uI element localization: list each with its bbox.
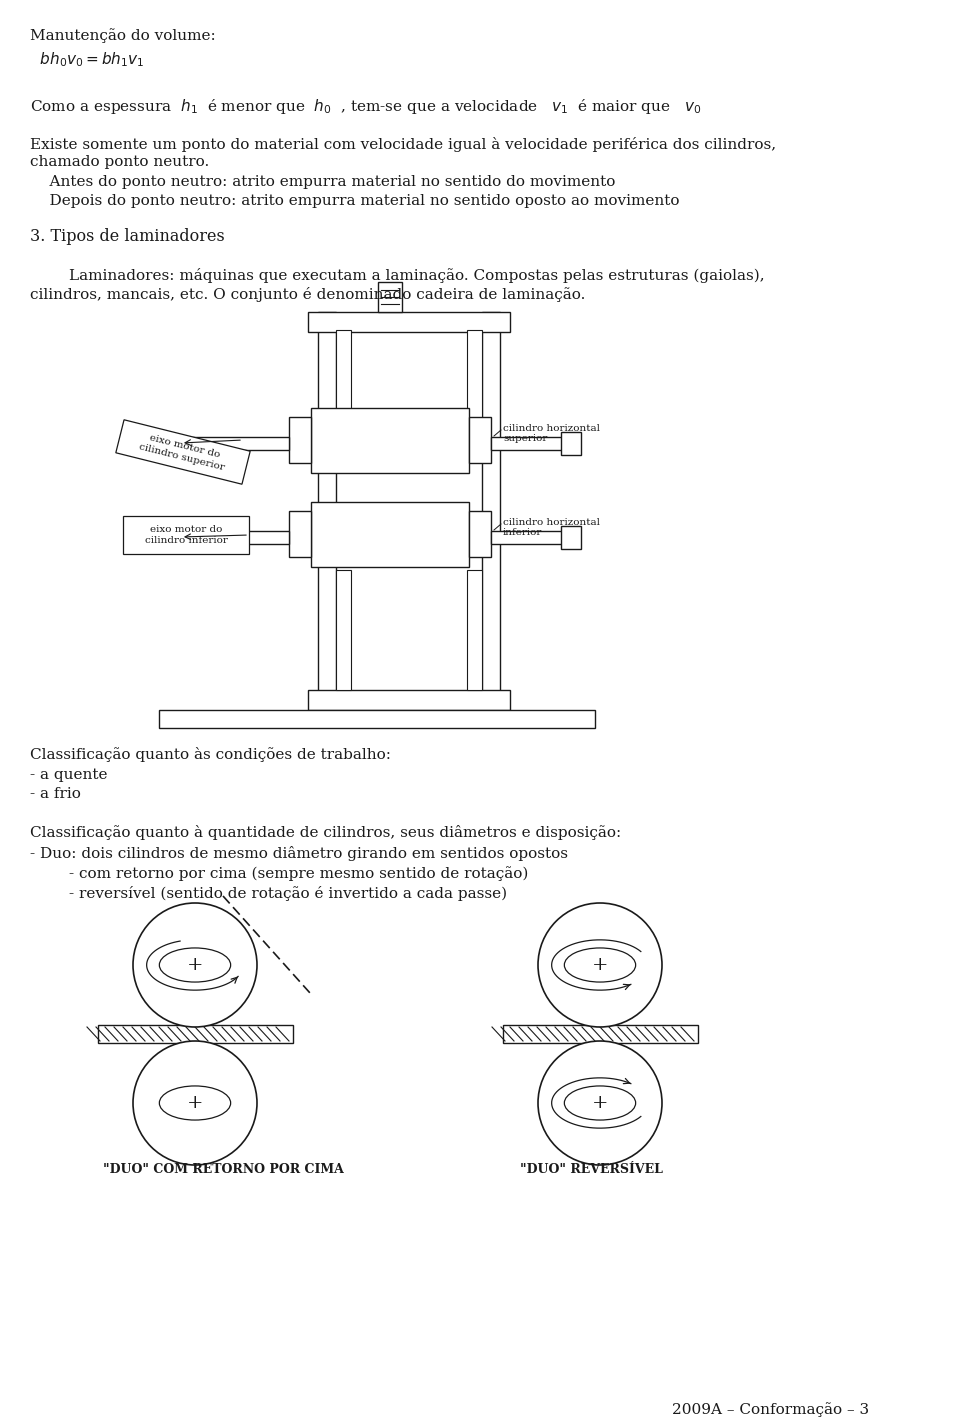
Text: +: +	[187, 956, 204, 973]
Text: - reversível (sentido de rotação é invertido a cada passe): - reversível (sentido de rotação é inver…	[30, 887, 507, 901]
Text: $bh_0v_0=bh_1v_1$: $bh_0v_0=bh_1v_1$	[30, 50, 145, 68]
Bar	[482, 312, 500, 710]
Text: Classificação quanto à quantidade de cilindros, seus diâmetros e disposição:: Classificação quanto à quantidade de cil…	[30, 825, 621, 840]
Bar	[469, 511, 491, 556]
Bar	[171, 437, 289, 450]
Bar	[289, 417, 311, 462]
Text: +: +	[591, 956, 609, 973]
Bar	[491, 437, 579, 450]
Text: +: +	[187, 1094, 204, 1111]
Bar	[98, 1025, 293, 1043]
Bar	[467, 571, 482, 690]
Ellipse shape	[564, 948, 636, 982]
Bar	[308, 312, 510, 332]
Text: cilindro horizontal
superior: cilindro horizontal superior	[503, 424, 600, 444]
Text: "DUO" COM RETORNO POR CIMA: "DUO" COM RETORNO POR CIMA	[103, 1163, 344, 1175]
Bar	[163, 433, 171, 455]
Ellipse shape	[159, 948, 230, 982]
Circle shape	[133, 1042, 257, 1165]
Text: Antes do ponto neutro: atrito empurra material no sentido do movimento: Antes do ponto neutro: atrito empurra ma…	[30, 175, 615, 189]
Circle shape	[538, 904, 662, 1027]
Bar	[561, 433, 581, 455]
Bar	[467, 330, 482, 420]
Bar	[311, 408, 469, 472]
Bar	[163, 527, 171, 549]
Text: Existe somente um ponto do material com velocidade igual à velocidade periférica: Existe somente um ponto do material com …	[30, 137, 776, 152]
Bar	[469, 417, 491, 462]
Text: Laminadores: máquinas que executam a laminação. Compostas pelas estruturas (gaio: Laminadores: máquinas que executam a lam…	[30, 268, 764, 283]
Bar	[336, 330, 351, 420]
FancyBboxPatch shape	[123, 517, 249, 554]
Bar	[289, 511, 311, 556]
Bar	[311, 502, 469, 566]
Text: Manutenção do volume:: Manutenção do volume:	[30, 28, 216, 43]
Text: 2009A – Conformação – 3: 2009A – Conformação – 3	[672, 1402, 869, 1417]
Text: chamado ponto neutro.: chamado ponto neutro.	[30, 155, 209, 169]
Text: - com retorno por cima (sempre mesmo sentido de rotação): - com retorno por cima (sempre mesmo sen…	[30, 867, 528, 881]
Bar	[159, 710, 595, 729]
Text: - a frio: - a frio	[30, 787, 81, 801]
Text: cilindros, mancais, etc. O conjunto é denominado cadeira de laminação.: cilindros, mancais, etc. O conjunto é de…	[30, 287, 586, 302]
Bar	[561, 527, 581, 549]
Text: +: +	[591, 1094, 609, 1111]
Text: eixo motor do
cilindro inferior: eixo motor do cilindro inferior	[145, 525, 228, 545]
Text: Como a espessura  $h_1$  é menor que  $h_0$  , tem-se que a velocidade   $v_1$  : Como a espessura $h_1$ é menor que $h_0$…	[30, 97, 701, 117]
Bar	[171, 531, 289, 544]
Ellipse shape	[564, 1086, 636, 1120]
Bar	[491, 531, 579, 544]
Bar	[336, 571, 351, 690]
Text: - Duo: dois cilindros de mesmo diâmetro girando em sentidos opostos: - Duo: dois cilindros de mesmo diâmetro …	[30, 847, 568, 861]
Ellipse shape	[159, 1086, 230, 1120]
Text: eixo motor do
cilindro superior: eixo motor do cilindro superior	[138, 431, 228, 472]
Text: Classificação quanto às condições de trabalho:: Classificação quanto às condições de tra…	[30, 747, 391, 761]
Bar	[503, 1025, 698, 1043]
Text: 3. Tipos de laminadores: 3. Tipos de laminadores	[30, 228, 225, 245]
Polygon shape	[116, 420, 251, 484]
Circle shape	[538, 1042, 662, 1165]
Text: cilindro horizontal
inferior: cilindro horizontal inferior	[503, 518, 600, 538]
Text: - a quente: - a quente	[30, 768, 108, 783]
Text: Depois do ponto neutro: atrito empurra material no sentido oposto ao movimento: Depois do ponto neutro: atrito empurra m…	[30, 194, 680, 208]
Bar	[308, 690, 510, 710]
Circle shape	[133, 904, 257, 1027]
Bar	[378, 282, 402, 312]
Bar	[318, 312, 336, 710]
Text: "DUO" REVERSÍVEL: "DUO" REVERSÍVEL	[520, 1163, 662, 1175]
